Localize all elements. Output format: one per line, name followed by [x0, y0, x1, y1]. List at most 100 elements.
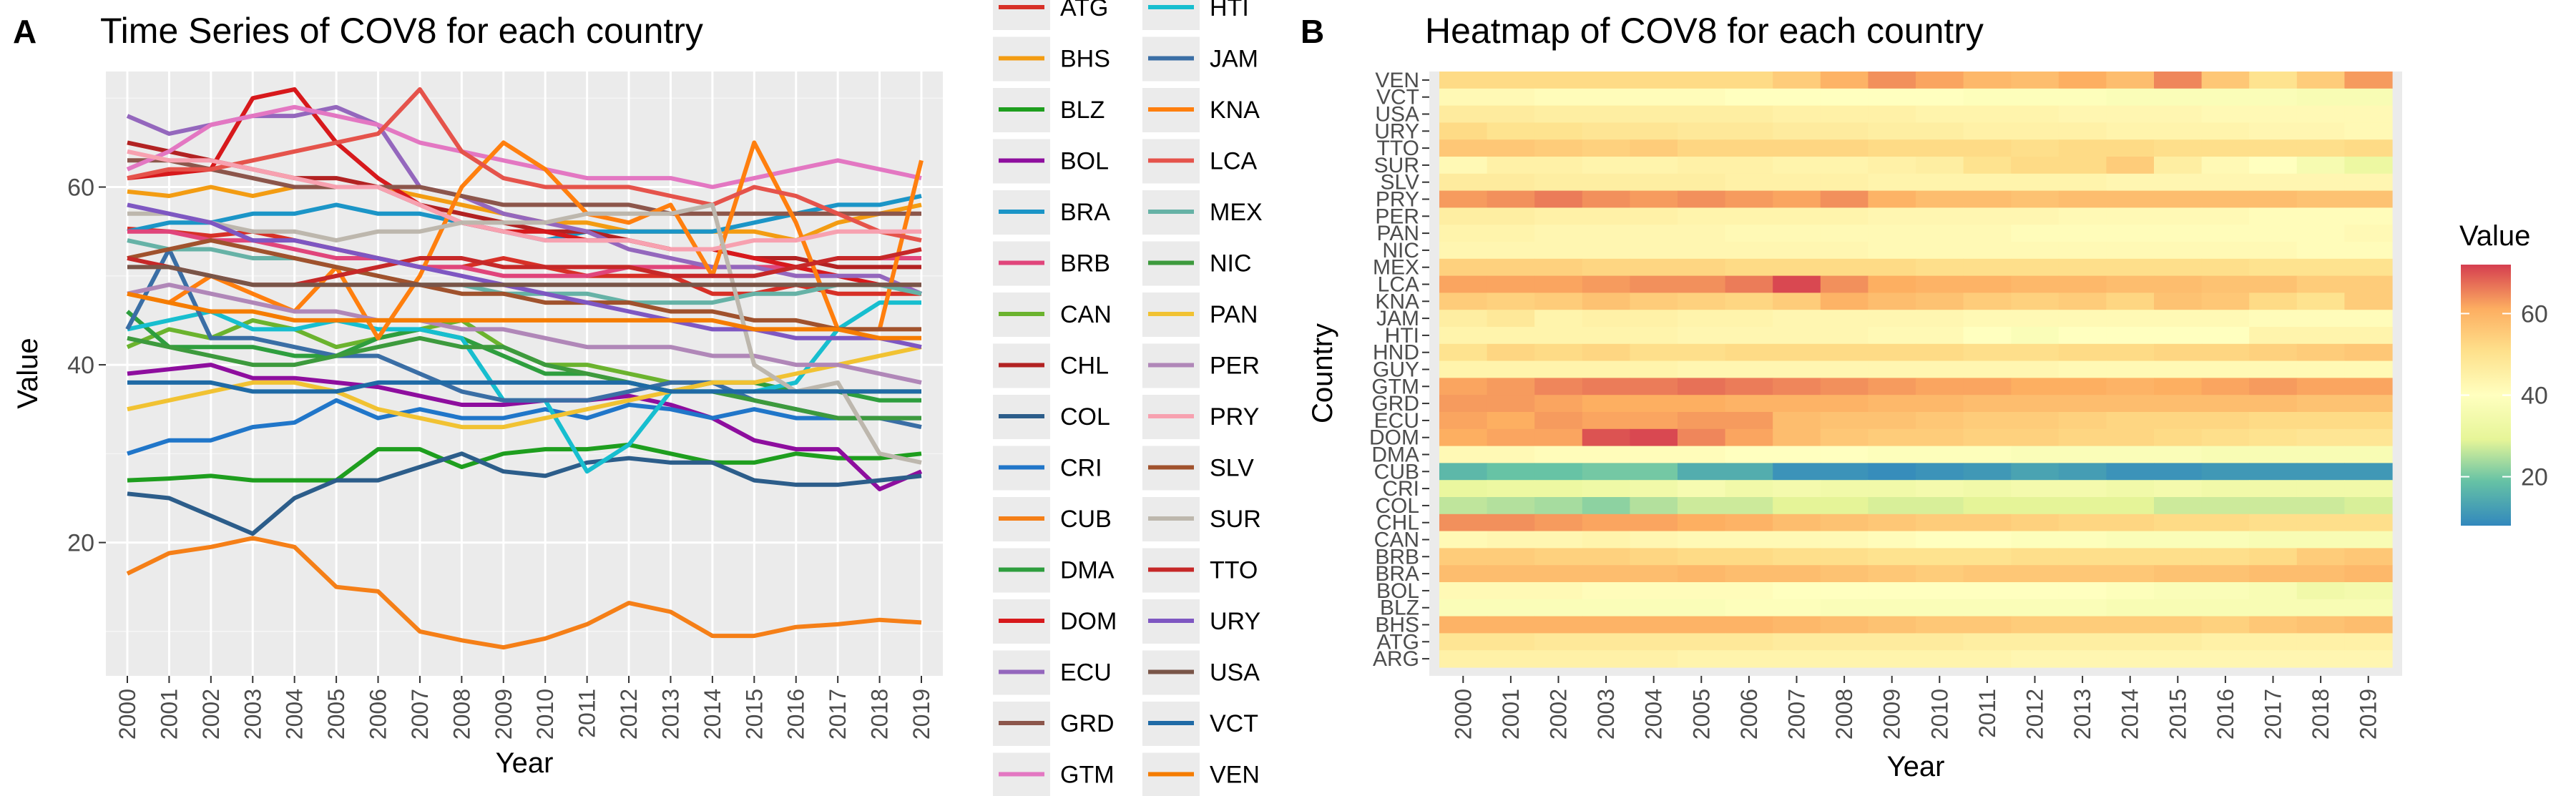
x-tick-label: 2007: [407, 689, 433, 740]
heatmap-cell: [1534, 88, 1583, 107]
heatmap-cell: [1820, 207, 1869, 225]
heatmap-cell: [1963, 463, 2012, 481]
heatmap-cell: [1630, 565, 1678, 583]
heatmap-cell: [1820, 105, 1869, 123]
x-tick-label: 2005: [1688, 689, 1714, 740]
heatmap-cell: [2201, 242, 2250, 260]
x-tick-label: 2001: [1498, 689, 1524, 740]
series-line-blz: [127, 442, 922, 483]
heatmap-cell: [1916, 343, 1964, 362]
heatmap-cell: [2058, 616, 2107, 634]
heatmap-cell: [2296, 327, 2345, 345]
heatmap-cell: [1678, 497, 1726, 515]
x-tick-label: 2005: [323, 689, 349, 740]
heatmap-cell: [1582, 412, 1630, 430]
heatmap-cell: [1963, 428, 2012, 447]
series-legend: ATG BHS BLZ BOL BRA BRB CAN CHL COL CRI CUB DMA DOM E…: [993, 0, 1263, 796]
heatmap-cell: [1534, 599, 1583, 617]
heatmap-cell: [1868, 616, 1916, 634]
heatmap-cell: [1916, 327, 1964, 345]
heatmap-cell: [2058, 514, 2107, 532]
heatmap-cell: [1820, 650, 1869, 668]
heatmap-cell: [1439, 412, 1488, 430]
series-line-per: [127, 282, 922, 385]
heatmap-cell: [1725, 531, 1773, 549]
heatmap-cell: [2296, 190, 2345, 208]
heatmap-cell: [2296, 446, 2345, 463]
heatmap-cell: [1916, 207, 1964, 225]
heatmap-cell: [2106, 105, 2155, 123]
heatmap-cell: [2154, 633, 2203, 651]
heatmap-cell: [1773, 565, 1821, 583]
heatmap-cell: [1963, 616, 2012, 634]
heatmap-cell: [2154, 531, 2203, 549]
heatmap-cell: [1916, 310, 1964, 328]
heatmap-cell: [2106, 616, 2155, 634]
heatmap-cell: [2249, 190, 2298, 208]
heatmap-cell: [1439, 463, 1488, 481]
heatmap-cell: [1678, 190, 1726, 208]
heatmap-cell: [1916, 616, 1964, 634]
heatmap-cell: [1773, 105, 1821, 123]
x-tick-label: 2013: [657, 689, 683, 740]
heatmap-cell: [2058, 105, 2107, 123]
heatmap-cell: [1725, 275, 1773, 293]
heatmap-cell: [2296, 395, 2345, 413]
heatmap-cell: [1534, 633, 1583, 651]
heatmap-cell: [1582, 327, 1630, 345]
heatmap-cell: [1820, 139, 1869, 157]
series-line-kna: [127, 140, 924, 340]
country-label: CUB: [1374, 460, 1419, 483]
heatmap-cell: [1534, 497, 1583, 515]
heatmap-cell: [1439, 599, 1488, 617]
heatmap-cell: [1487, 582, 1535, 600]
heatmap-cell: [1439, 497, 1488, 515]
heatmap-cell: [2344, 72, 2393, 89]
heatmap-cell: [1868, 343, 1916, 362]
heatmap-cell: [2154, 207, 2203, 225]
heatmap-cell: [1534, 293, 1583, 310]
heatmap-cell: [2249, 157, 2298, 175]
heatmap-cell: [1582, 207, 1630, 225]
series-line-cri: [127, 398, 921, 456]
x-tick-label: 2014: [2117, 689, 2143, 740]
country-label: ATG: [1377, 630, 1419, 654]
heatmap-cell: [2249, 633, 2298, 651]
heatmap-cell: [1582, 343, 1630, 362]
heatmap-cell: [2344, 139, 2393, 157]
heatmap-cell: [1868, 360, 1916, 378]
heatmap-cell: [2154, 258, 2203, 277]
x-tick-label: 2016: [2213, 689, 2238, 740]
heatmap-cell: [2106, 242, 2155, 260]
heatmap-cell: [1439, 258, 1488, 277]
heatmap-cell: [1963, 582, 2012, 600]
heatmap-cell: [2296, 88, 2345, 107]
heatmap-cell: [2011, 173, 2060, 192]
heatmap-cell: [2106, 497, 2155, 515]
heatmap-cell: [1963, 157, 2012, 175]
legend-label-mex: MEX: [1210, 199, 1263, 226]
heatmap-cell: [1439, 428, 1488, 447]
heatmap-cell: [2296, 412, 2345, 430]
legend-key: [993, 0, 1050, 30]
heatmap-cell: [1868, 514, 1916, 532]
heatmap-cell: [1963, 72, 2012, 89]
heatmap-cell: [2201, 207, 2250, 225]
heatmap-cell: [2058, 531, 2107, 549]
heatmap-cell: [1678, 616, 1726, 634]
heatmap-cell: [1439, 378, 1488, 395]
heatmap-cell: [1820, 395, 1869, 413]
legend-label-dma: DMA: [1060, 557, 1115, 584]
panel-b-x-axis-title: Year: [1887, 751, 1945, 782]
heatmap-cell: [1678, 72, 1726, 89]
country-label: COL: [1375, 494, 1419, 518]
heatmap-cell: [1630, 242, 1678, 260]
heatmap-cell: [1534, 428, 1583, 447]
heatmap-cell: [2249, 293, 2298, 310]
heatmap-cell: [2106, 173, 2155, 192]
heatmap-cell: [1963, 599, 2012, 617]
heatmap-cell: [1534, 173, 1583, 192]
heatmap-cell: [1820, 327, 1869, 345]
heatmap-cell: [1439, 395, 1488, 413]
heatmap-cell: [2249, 548, 2298, 566]
